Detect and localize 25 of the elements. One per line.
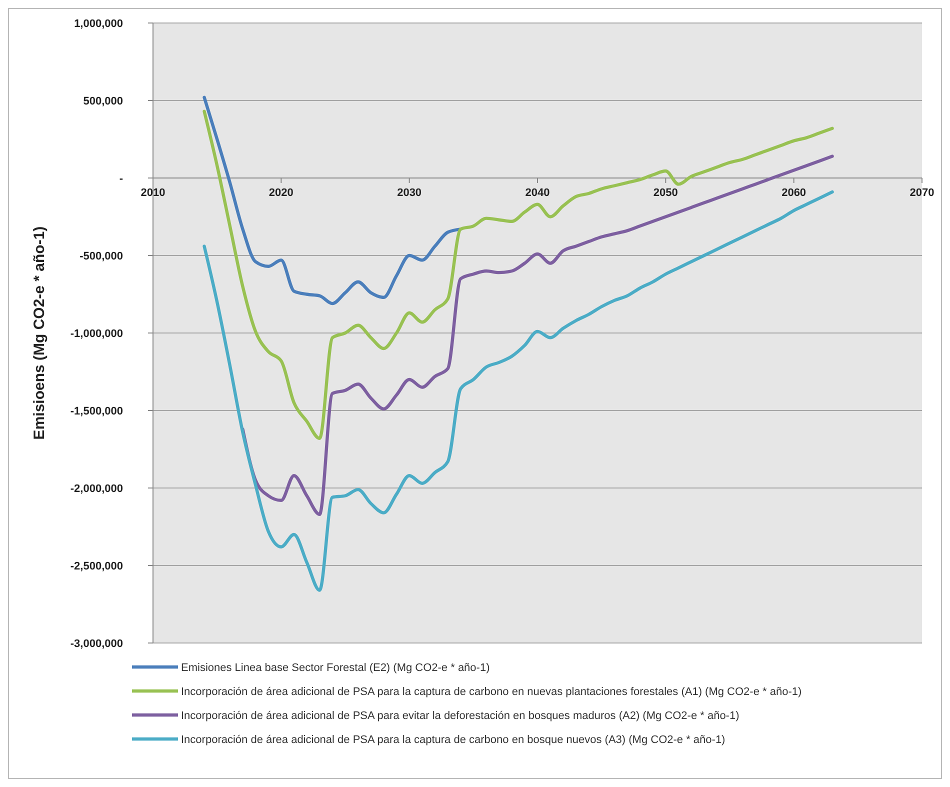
line-series <box>202 190 834 592</box>
y-tick-label: - <box>119 172 124 185</box>
x-tick-label: 2060 <box>782 187 806 199</box>
x-tick-label: 2030 <box>397 187 422 199</box>
legend-label: Emisiones Linea base Sector Forestal (E2) (Mg CO2-e * año-1) <box>181 662 490 674</box>
x-tick-label: 2050 <box>653 187 678 199</box>
y-tick-label: -1,500,000 <box>70 405 123 418</box>
x-tick-label: 2040 <box>525 187 550 199</box>
legend-label: Incorporación de área adicional de PSA para evitar la deforestación en bosques maduros (A2) (Mg CO2-e * año-1) <box>181 710 740 722</box>
x-tick-label: 2010 <box>140 187 166 199</box>
y-tick-label: -1,000,000 <box>70 328 123 340</box>
y-axis-title: Emisioens (Mg CO2-e * año-1) <box>31 226 48 440</box>
y-tick-label: -3,000,000 <box>70 638 123 650</box>
x-tick-label: 2020 <box>268 187 294 199</box>
y-tick-label: -500,000 <box>80 250 123 262</box>
x-tick-label: 2070 <box>910 187 934 199</box>
line-series <box>202 96 462 306</box>
legend-label: Incorporación de área adicional de PSA para la captura de carbono en bosque nuevos (A3) (Mg CO2-e * año-1) <box>181 734 726 746</box>
line-series <box>241 154 834 516</box>
legend-label: Incorporación de área adicional de PSA para la captura de carbono en nuevas plantaciones forestales (A1) (Mg CO2-e * año-1) <box>181 686 802 698</box>
y-tick-label: 500,000 <box>83 95 123 108</box>
y-tick-label: -2,500,000 <box>70 560 123 572</box>
y-tick-label: 1,000,000 <box>74 18 123 30</box>
y-tick-label: -2,000,000 <box>70 482 123 495</box>
line-series <box>202 110 834 440</box>
